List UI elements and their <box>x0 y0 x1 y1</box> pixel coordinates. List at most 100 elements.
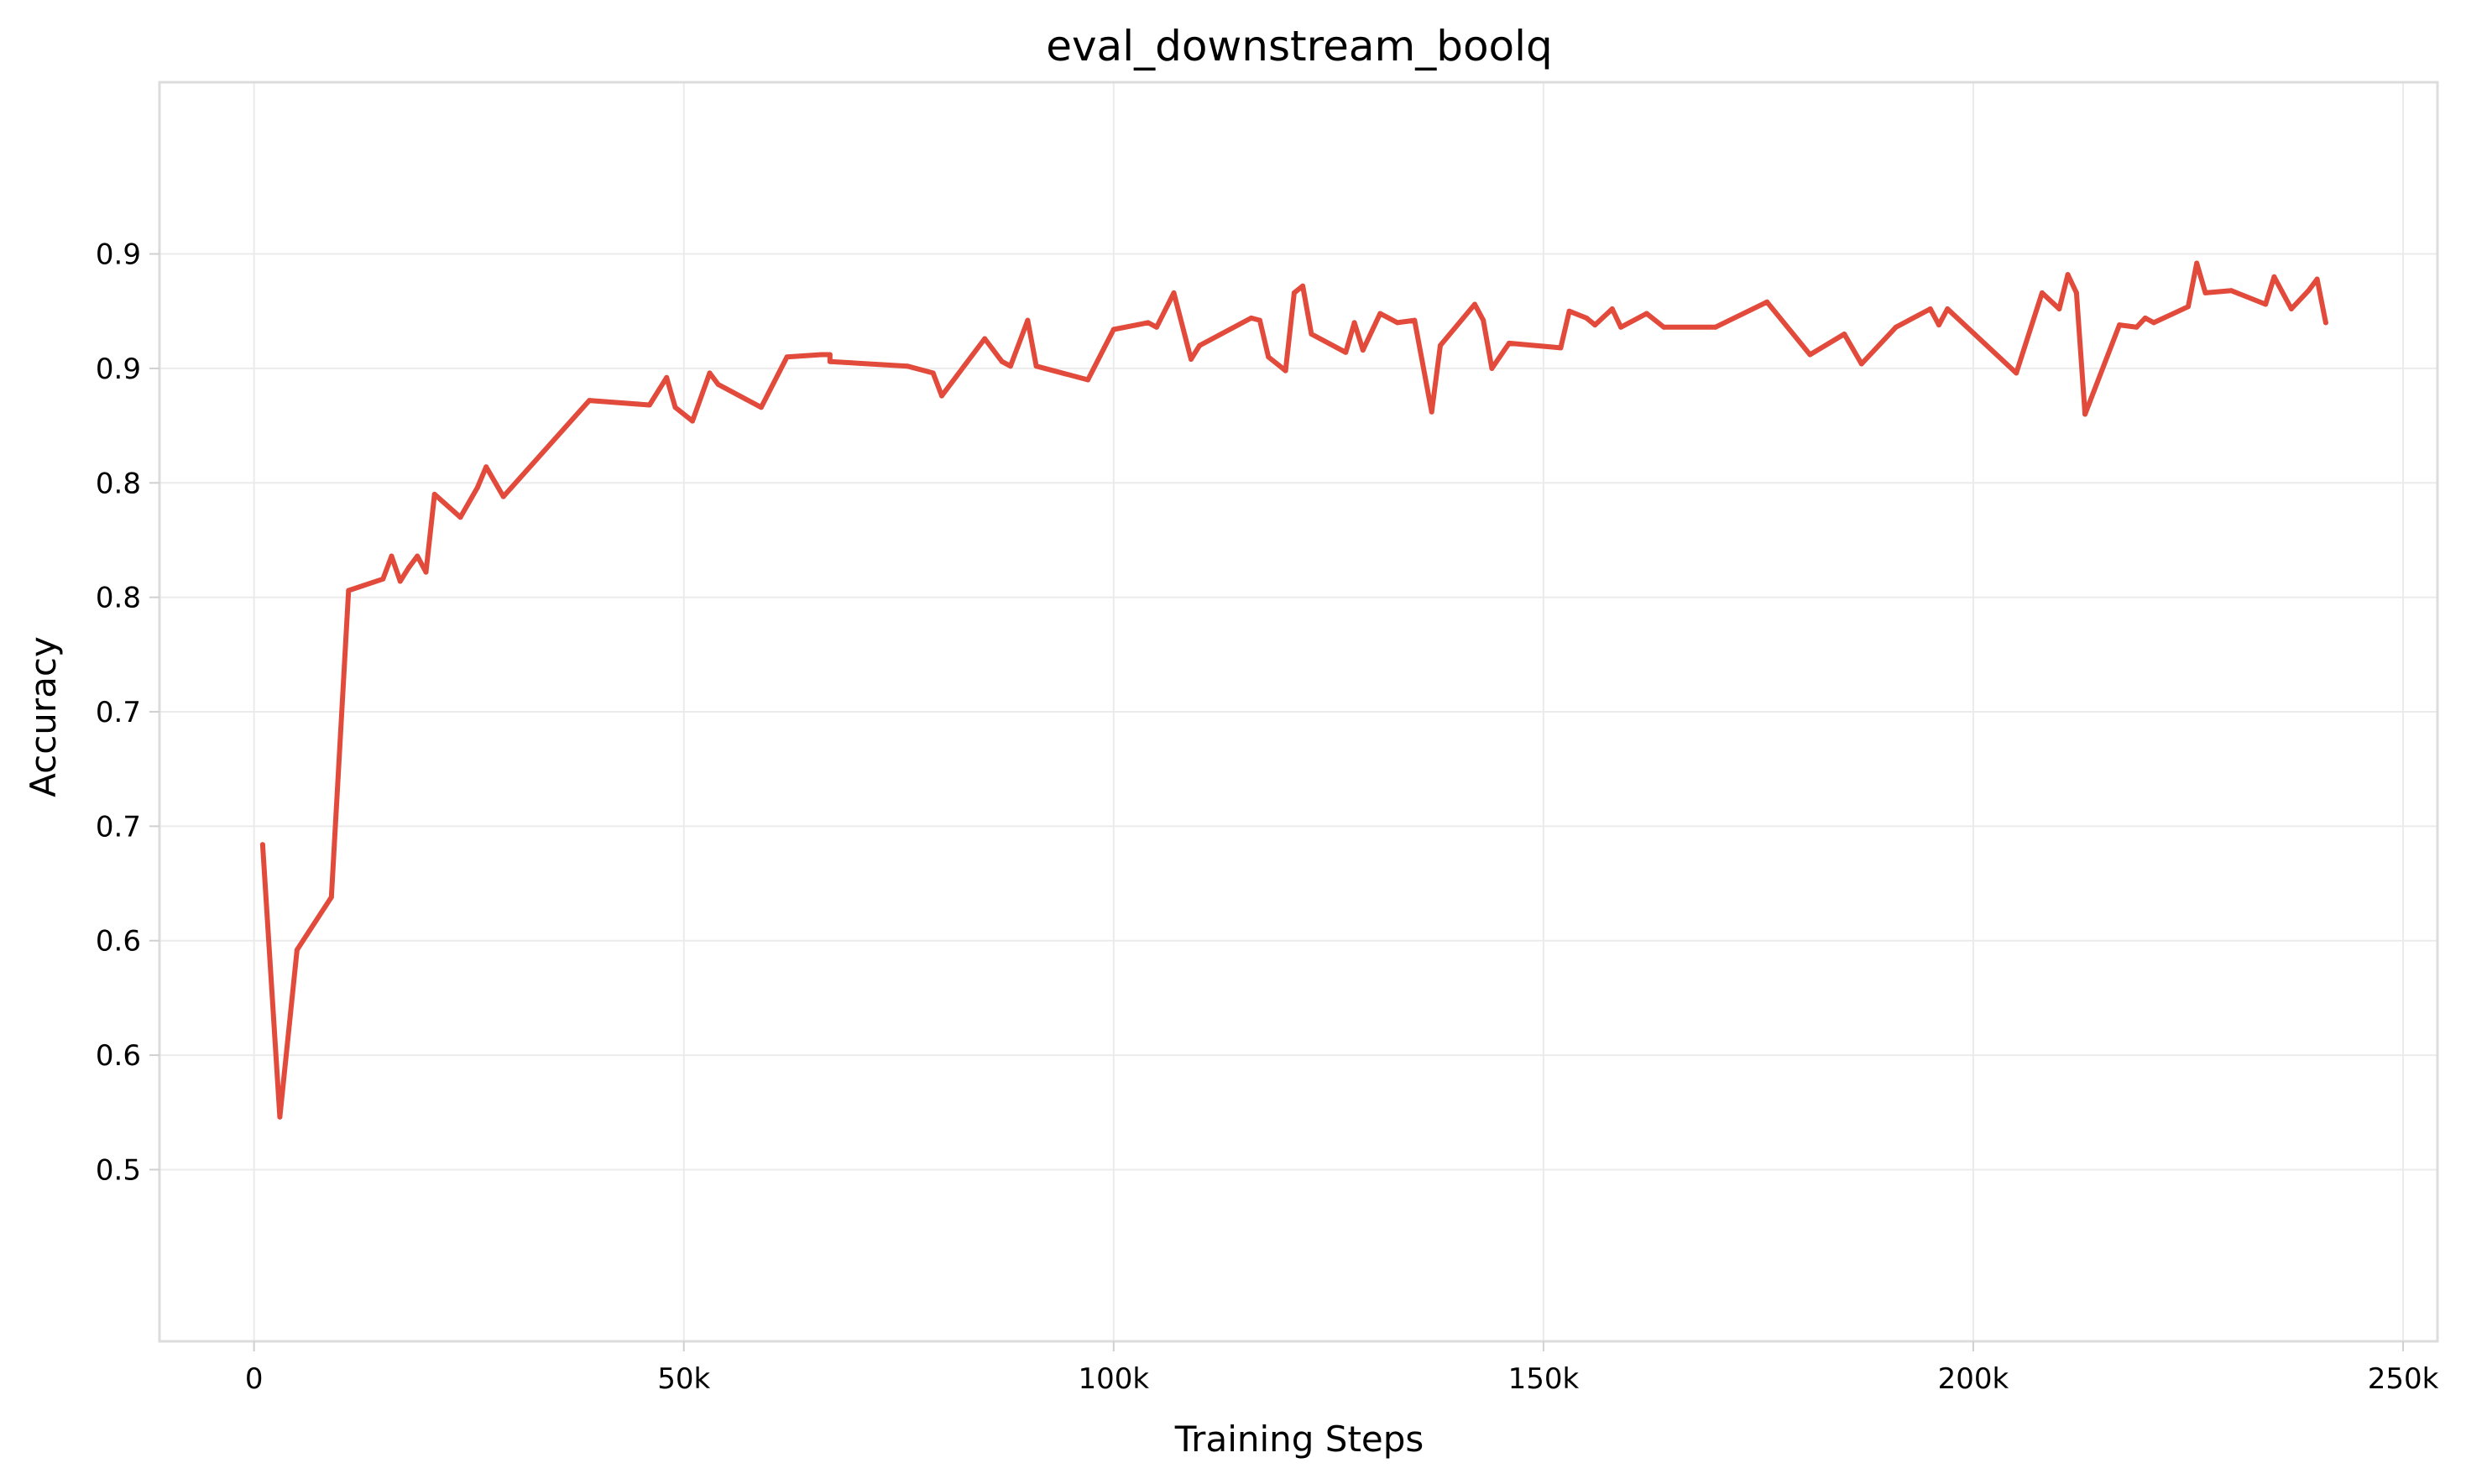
data-point <box>1592 322 1598 328</box>
grid <box>159 82 2437 1341</box>
data-point <box>397 578 403 584</box>
data-point <box>380 576 386 582</box>
data-point <box>1945 306 1951 311</box>
data-point <box>2314 276 2320 282</box>
data-point <box>1110 327 1116 332</box>
series-points <box>259 260 2328 1120</box>
data-point <box>1489 365 1495 371</box>
y-tick-label: 0.6 <box>96 925 141 959</box>
y-tick-label: 0.7 <box>96 696 141 729</box>
data-point <box>930 370 936 376</box>
y-tick-label: 0.8 <box>96 582 141 615</box>
data-point <box>474 484 480 490</box>
data-point <box>1171 290 1177 295</box>
data-point <box>664 374 670 380</box>
data-point <box>690 418 695 424</box>
data-point <box>1506 340 1512 346</box>
x-tick-label: 0 <box>245 1362 264 1396</box>
data-point <box>758 405 764 410</box>
data-point <box>1257 317 1262 323</box>
data-point <box>1584 315 1590 321</box>
y-tick-label: 0.9 <box>96 353 141 386</box>
data-point <box>1309 332 1314 337</box>
data-point <box>406 565 411 571</box>
data-point <box>1266 354 1272 360</box>
data-point <box>1300 283 1306 289</box>
y-axis-ticks: 0.5 0.6 0.6 0.7 0.7 0.8 0.8 0.9 0.9 <box>96 238 159 1187</box>
data-point <box>1189 357 1194 362</box>
data-point <box>1412 317 1418 323</box>
data-point <box>827 358 833 364</box>
data-point <box>1025 317 1031 323</box>
data-point <box>1842 332 1847 337</box>
data-point <box>500 494 506 499</box>
data-point <box>2082 411 2088 417</box>
x-tick-label: 50k <box>657 1362 710 1396</box>
data-point <box>2065 272 2071 278</box>
data-point <box>1858 361 1864 367</box>
data-point <box>2322 320 2328 326</box>
data-point <box>1618 324 1624 330</box>
data-point <box>672 405 678 410</box>
data-point <box>2151 320 2156 326</box>
data-point <box>2263 301 2269 307</box>
data-point <box>2142 315 2148 321</box>
data-point <box>1609 306 1615 311</box>
data-point <box>2186 304 2191 310</box>
data-point <box>707 370 713 376</box>
data-point <box>939 393 944 399</box>
series-line <box>259 260 2328 1120</box>
data-point <box>646 402 652 408</box>
data-point <box>1085 377 1091 383</box>
data-point <box>1351 320 1357 326</box>
data-point <box>1936 322 1941 328</box>
data-point <box>587 398 593 404</box>
data-point <box>1248 315 1254 321</box>
data-point <box>2194 260 2200 266</box>
data-point <box>715 382 721 387</box>
data-point <box>389 553 394 559</box>
data-point <box>1007 363 1013 369</box>
data-point <box>1807 352 1813 358</box>
data-point <box>1197 342 1203 348</box>
data-point <box>2117 322 2123 328</box>
y-axis-label: Accuracy <box>23 636 64 797</box>
data-point <box>259 842 265 848</box>
data-point <box>1927 306 1933 311</box>
data-point <box>2306 288 2312 294</box>
data-point <box>1712 324 1718 330</box>
data-point <box>457 515 463 520</box>
data-point <box>1291 290 1297 295</box>
data-point <box>784 354 790 360</box>
data-point <box>1472 301 1477 307</box>
data-point <box>2288 306 2294 311</box>
data-point <box>1893 324 1899 330</box>
y-tick-label: 0.6 <box>96 1039 141 1073</box>
data-point <box>2271 274 2277 280</box>
data-point <box>2056 306 2062 311</box>
y-tick-label: 0.5 <box>96 1153 141 1187</box>
y-tick-label: 0.7 <box>96 810 141 844</box>
data-point <box>1343 349 1349 355</box>
data-point <box>2228 288 2234 294</box>
data-point <box>423 569 429 575</box>
data-point <box>1394 320 1400 326</box>
data-point <box>277 1114 283 1120</box>
data-point <box>483 464 489 470</box>
data-point <box>431 491 437 497</box>
data-point <box>2202 290 2208 295</box>
data-point <box>1661 324 1667 330</box>
x-tick-label: 100k <box>1079 1362 1150 1396</box>
data-point <box>328 894 334 900</box>
x-tick-label: 250k <box>2368 1362 2439 1396</box>
data-point <box>1764 299 1770 305</box>
data-point <box>1429 409 1434 415</box>
data-point <box>1481 317 1486 323</box>
data-point <box>818 352 824 358</box>
data-point <box>2039 290 2045 295</box>
chart-title: eval_downstream_boolq <box>1046 22 1553 71</box>
data-point <box>982 336 988 342</box>
data-point <box>415 553 421 559</box>
data-point <box>999 358 1005 364</box>
